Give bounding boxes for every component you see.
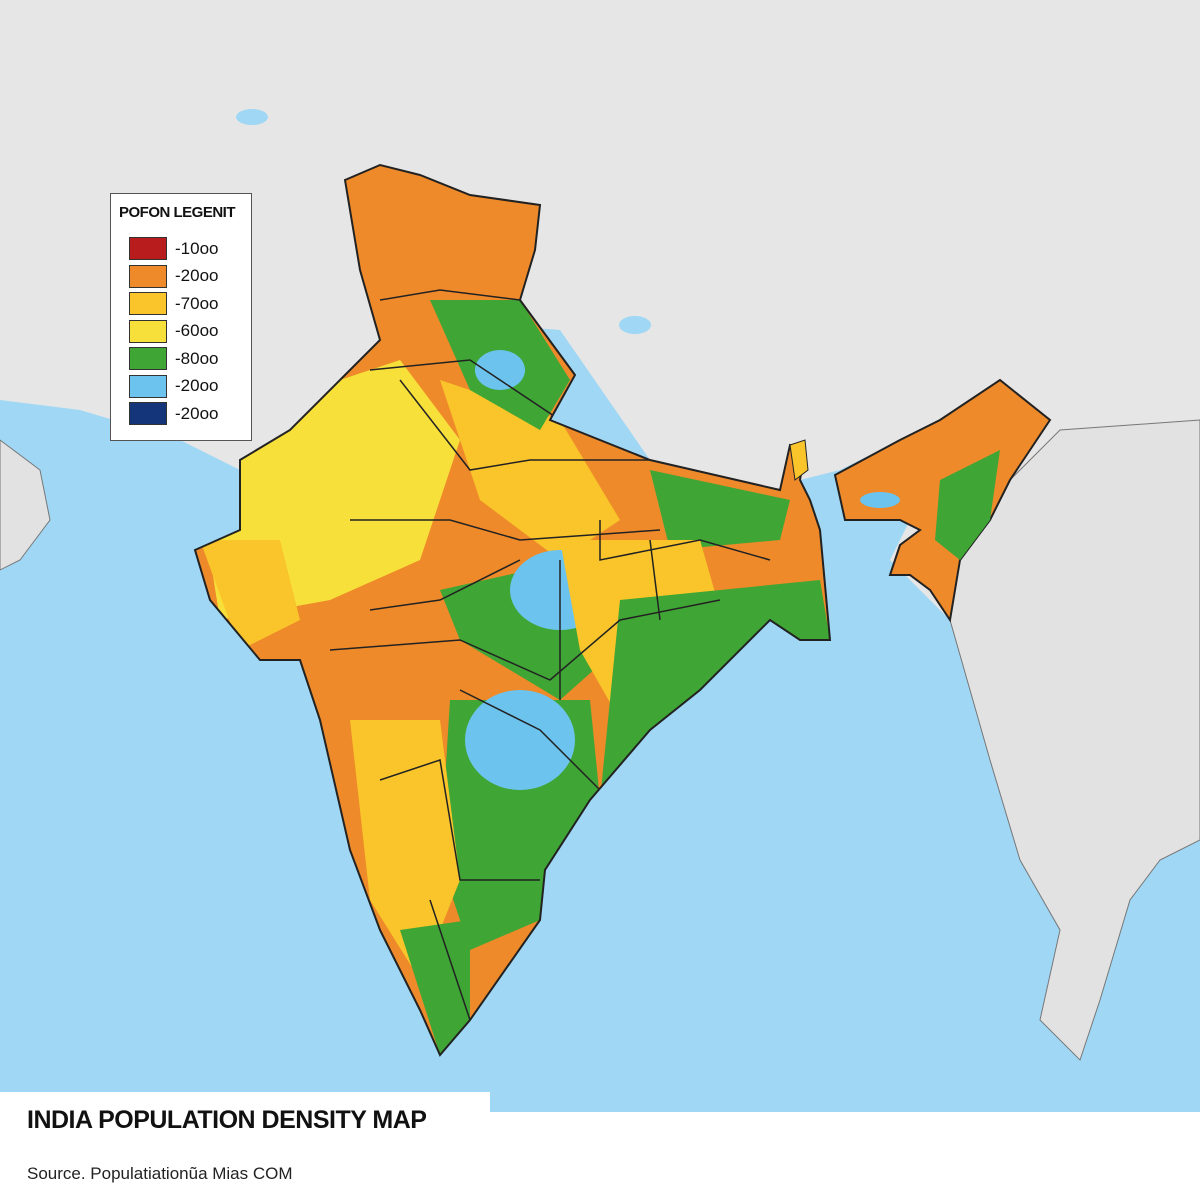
- northeast-green: [935, 450, 1000, 560]
- legend-title: POFON LEGENIT: [119, 204, 236, 221]
- legend-label: -80oo: [175, 348, 219, 368]
- legend-swatch: [129, 347, 167, 371]
- map-source: Source. Populatiationũa Mias COM: [27, 1164, 293, 1183]
- legend-item: -60oo: [119, 318, 243, 346]
- caption-footer: [0, 1112, 1200, 1200]
- density-patch-yellow: [440, 380, 620, 560]
- southeast-asia-land: [949, 419, 1200, 1061]
- legend-label: -20oo: [175, 266, 219, 286]
- legend-swatch: [129, 319, 167, 343]
- legend-item: -10oo: [119, 235, 243, 263]
- lake: [619, 316, 651, 334]
- legend-item: -20oo: [119, 373, 243, 401]
- legend-item: -70oo: [119, 290, 243, 318]
- state-borders: [329, 289, 771, 1021]
- arabia-land: [0, 439, 51, 571]
- legend-item: -80oo: [119, 345, 243, 373]
- density-patch-green: [650, 470, 790, 550]
- legend-swatch: [129, 402, 167, 426]
- map-title: INDIA POPULATION DENSITY MAP: [27, 1106, 427, 1134]
- sri-lanka: [515, 940, 555, 1020]
- legend-swatch: [129, 237, 167, 261]
- density-patch-blue: [465, 690, 575, 790]
- lake: [236, 109, 268, 125]
- sikkim: [789, 439, 809, 481]
- density-patch-blue: [475, 350, 525, 390]
- density-patch-yellow: [350, 720, 460, 980]
- legend-label: -70oo: [175, 293, 219, 313]
- legend-swatch: [129, 374, 167, 398]
- legend-swatch: [129, 264, 167, 288]
- legend-label: -20oo: [175, 376, 219, 396]
- legend-label: -10oo: [175, 238, 219, 258]
- density-patch-yellow: [200, 540, 300, 650]
- density-patch-green: [400, 920, 470, 1055]
- legend-label: -20oo: [175, 403, 219, 423]
- legend-swatch: [129, 292, 167, 316]
- northeast-blue: [860, 492, 900, 508]
- legend-label: -60oo: [175, 321, 219, 341]
- legend-item: -20oo: [119, 263, 243, 291]
- legend: POFON LEGENIT -10oo -20oo -70oo -60oo -80oo -…: [110, 193, 252, 441]
- legend-item: -20oo: [119, 400, 243, 428]
